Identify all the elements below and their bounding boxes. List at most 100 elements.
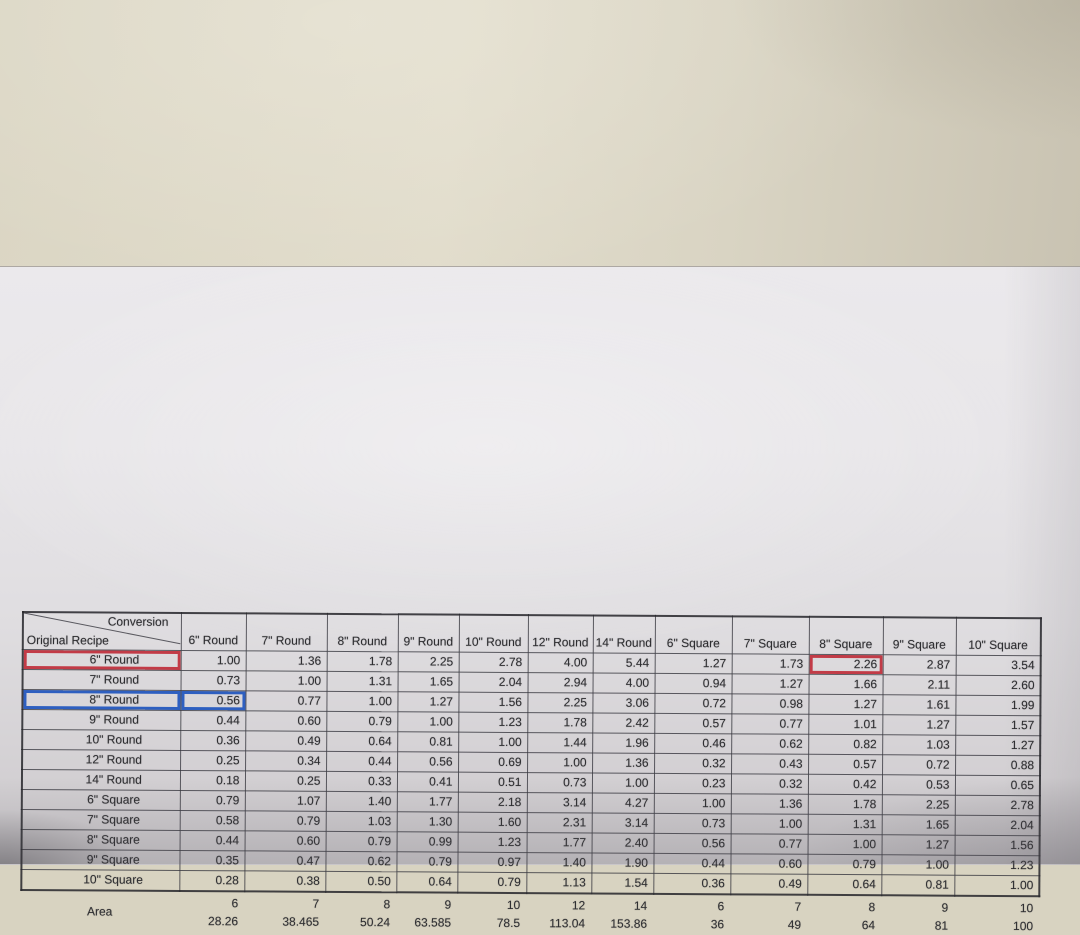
value-cell-r2-c7: 0.72 xyxy=(654,693,732,714)
col-header-12-round: 12" Round xyxy=(527,615,593,653)
col-header-8-round: 8" Round xyxy=(326,613,398,652)
value-cell-r7-c8: 1.36 xyxy=(730,793,808,815)
value-cell-r6-c9: 0.42 xyxy=(807,774,883,795)
value-cell-r7-c7: 1.00 xyxy=(653,793,731,814)
value-cell-r5-c9: 0.57 xyxy=(808,754,883,775)
value-cell-r2-c4: 1.56 xyxy=(458,692,528,713)
value-cell-r9-c10: 1.27 xyxy=(881,834,955,856)
value-cell-r3-c10: 1.27 xyxy=(882,714,956,736)
value-cell-r1-c2: 1.31 xyxy=(326,671,398,692)
corner-original-recipe-label: Original Recipe xyxy=(26,633,109,648)
value-cell-r10-c5: 1.40 xyxy=(526,852,592,873)
pan-size-value-4: 10 xyxy=(506,897,521,913)
value-cell-r1-c1: 1.00 xyxy=(245,670,327,692)
value-cell-r9-c5: 1.77 xyxy=(526,832,592,853)
value-cell-r6-c11: 0.65 xyxy=(954,775,1041,796)
value-cell-r11-c11: 1.00 xyxy=(954,875,1040,897)
value-cell-r0-c5: 4.00 xyxy=(527,652,593,673)
pan-area-value-2: 50.24 xyxy=(360,915,391,930)
row-label-14-round: 14" Round xyxy=(21,769,181,791)
value-cell-r4-c1: 0.49 xyxy=(245,730,327,752)
blue-box-8round-row-label: 8" Round xyxy=(22,689,181,711)
value-cell-r7-c3: 1.77 xyxy=(396,791,458,813)
row-label-7-square: 7" Square xyxy=(21,809,180,831)
value-cell-r3-c9: 1.01 xyxy=(808,714,883,735)
value-cell-r3-c6: 2.42 xyxy=(592,712,655,734)
value-cell-r4-c4: 1.00 xyxy=(458,732,528,753)
value-cell-r5-c3: 0.56 xyxy=(397,751,459,773)
col-header-6-round: 6" Round xyxy=(180,612,246,651)
value-cell-r10-c8: 0.60 xyxy=(730,853,808,875)
col-header-8-square: 8" Square xyxy=(808,616,883,655)
value-cell-r7-c6: 4.27 xyxy=(591,792,654,814)
value-cell-r5-c5: 1.00 xyxy=(527,752,593,773)
value-cell-r11-c7: 0.36 xyxy=(653,873,731,895)
row-label-10-round: 10" Round xyxy=(22,729,181,751)
pan-area-value-1: 38.465 xyxy=(282,914,320,929)
value-cell-r2-c11: 1.99 xyxy=(955,695,1041,716)
value-cell-r5-c6: 1.36 xyxy=(592,752,655,774)
row-label-6-square: 6" Square xyxy=(21,789,180,811)
pan-area-value-8: 49 xyxy=(787,917,802,932)
value-cell-r4-c6: 1.96 xyxy=(592,732,655,754)
value-cell-r9-c3: 0.99 xyxy=(396,831,458,853)
value-cell-r0-c6: 5.44 xyxy=(592,652,655,674)
pan-size-value-6: 14 xyxy=(633,898,648,913)
value-cell-r10-c10: 1.00 xyxy=(881,854,955,876)
paper-sheet: Conversion Original Recipe 6" Round 7" Roun… xyxy=(0,266,1080,933)
value-cell-r5-c2: 0.44 xyxy=(326,751,398,772)
value-cell-r2-c2: 1.00 xyxy=(326,691,398,712)
value-cell-r1-c9: 1.66 xyxy=(808,674,883,695)
value-cell-r0-c0: 1.00 xyxy=(180,650,246,671)
value-cell-r7-c4: 2.18 xyxy=(457,792,527,813)
corner-diagonal-cell: Conversion Original Recipe xyxy=(22,612,181,651)
value-cell-r7-c10: 2.25 xyxy=(881,794,955,816)
value-cell-r10-c6: 1.90 xyxy=(591,852,654,874)
diagonal-line xyxy=(23,613,181,645)
value-cell-r3-c8: 0.77 xyxy=(731,713,809,735)
value-cell-r6-c0: 0.18 xyxy=(179,770,246,791)
value-cell-r1-c6: 4.00 xyxy=(592,672,655,694)
value-cell-r10-c1: 0.47 xyxy=(244,850,326,872)
value-cell-r6-c2: 0.33 xyxy=(325,771,398,792)
value-cell-r11-c2: 0.50 xyxy=(325,871,397,893)
blue-box-8round-to-6round-value: 0.56 xyxy=(180,690,246,711)
area-label: Area xyxy=(86,904,113,919)
col-header-7-round: 7" Round xyxy=(245,613,327,652)
value-cell-r7-c1: 1.07 xyxy=(244,790,326,812)
value-cell-r11-c1: 0.38 xyxy=(244,870,326,892)
value-cell-r11-c5: 1.13 xyxy=(526,872,592,894)
value-cell-r6-c3: 0.41 xyxy=(396,771,459,793)
value-cell-r9-c1: 0.60 xyxy=(244,830,326,852)
value-cell-r8-c8: 1.00 xyxy=(730,813,808,835)
value-cell-r8-c2: 1.03 xyxy=(325,811,397,832)
pan-size-value-5: 12 xyxy=(571,898,586,913)
value-cell-r11-c10: 0.81 xyxy=(881,874,955,896)
value-cell-r8-c6: 3.14 xyxy=(591,812,654,834)
col-header-14-round: 14" Round xyxy=(592,615,655,654)
conversion-table: Conversion Original Recipe 6" Round 7" Roun… xyxy=(20,611,1042,898)
value-cell-r6-c5: 0.73 xyxy=(526,772,593,793)
value-cell-r3-c1: 0.60 xyxy=(245,710,327,732)
value-cell-r3-c7: 0.57 xyxy=(654,713,732,734)
value-cell-r0-c8: 1.73 xyxy=(731,653,809,675)
pan-area-value-0: 28.26 xyxy=(208,914,239,929)
corner-conversion-label: Conversion xyxy=(107,614,169,629)
pan-size-value-1: 7 xyxy=(312,896,320,911)
pan-size-value-9: 8 xyxy=(868,900,876,915)
pan-area-value-4: 78.5 xyxy=(496,915,521,931)
value-cell-r1-c5: 2.94 xyxy=(527,672,593,693)
value-cell-r11-c0: 0.28 xyxy=(179,870,245,892)
pan-area-value-11: 100 xyxy=(1013,919,1034,934)
pan-area-value-6: 153.86 xyxy=(610,916,648,931)
value-cell-r7-c0: 0.79 xyxy=(179,790,245,811)
value-cell-r3-c3: 1.00 xyxy=(397,711,459,733)
value-cell-r0-c7: 1.27 xyxy=(654,653,732,674)
header-row: Conversion Original Recipe 6" Round 7" Roun… xyxy=(22,612,1041,656)
row-label-12-round: 12" Round xyxy=(22,749,181,771)
value-cell-r11-c4: 0.79 xyxy=(457,872,527,894)
value-cell-r3-c4: 1.23 xyxy=(458,712,528,733)
value-cell-r3-c2: 0.79 xyxy=(326,711,398,732)
pan-size-value-0: 6 xyxy=(231,896,239,911)
value-cell-r0-c10: 2.87 xyxy=(882,654,956,676)
